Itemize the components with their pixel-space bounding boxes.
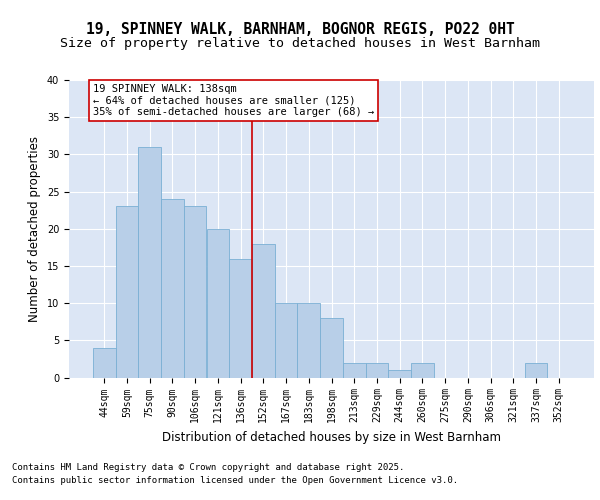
Bar bbox=[343, 362, 365, 378]
Bar bbox=[161, 199, 184, 378]
Bar bbox=[388, 370, 411, 378]
Bar bbox=[184, 206, 206, 378]
Bar bbox=[139, 147, 161, 378]
X-axis label: Distribution of detached houses by size in West Barnham: Distribution of detached houses by size … bbox=[162, 431, 501, 444]
Text: Contains public sector information licensed under the Open Government Licence v3: Contains public sector information licen… bbox=[12, 476, 458, 485]
Bar bbox=[229, 258, 252, 378]
Bar bbox=[93, 348, 116, 378]
Bar bbox=[365, 362, 388, 378]
Bar bbox=[524, 362, 547, 378]
Bar bbox=[298, 303, 320, 378]
Bar bbox=[252, 244, 275, 378]
Text: 19, SPINNEY WALK, BARNHAM, BOGNOR REGIS, PO22 0HT: 19, SPINNEY WALK, BARNHAM, BOGNOR REGIS,… bbox=[86, 22, 514, 38]
Bar bbox=[206, 229, 229, 378]
Text: 19 SPINNEY WALK: 138sqm
← 64% of detached houses are smaller (125)
35% of semi-d: 19 SPINNEY WALK: 138sqm ← 64% of detache… bbox=[93, 84, 374, 117]
Text: Contains HM Land Registry data © Crown copyright and database right 2025.: Contains HM Land Registry data © Crown c… bbox=[12, 464, 404, 472]
Text: Size of property relative to detached houses in West Barnham: Size of property relative to detached ho… bbox=[60, 38, 540, 51]
Y-axis label: Number of detached properties: Number of detached properties bbox=[28, 136, 41, 322]
Bar bbox=[275, 303, 298, 378]
Bar bbox=[320, 318, 343, 378]
Bar bbox=[116, 206, 139, 378]
Bar bbox=[411, 362, 434, 378]
